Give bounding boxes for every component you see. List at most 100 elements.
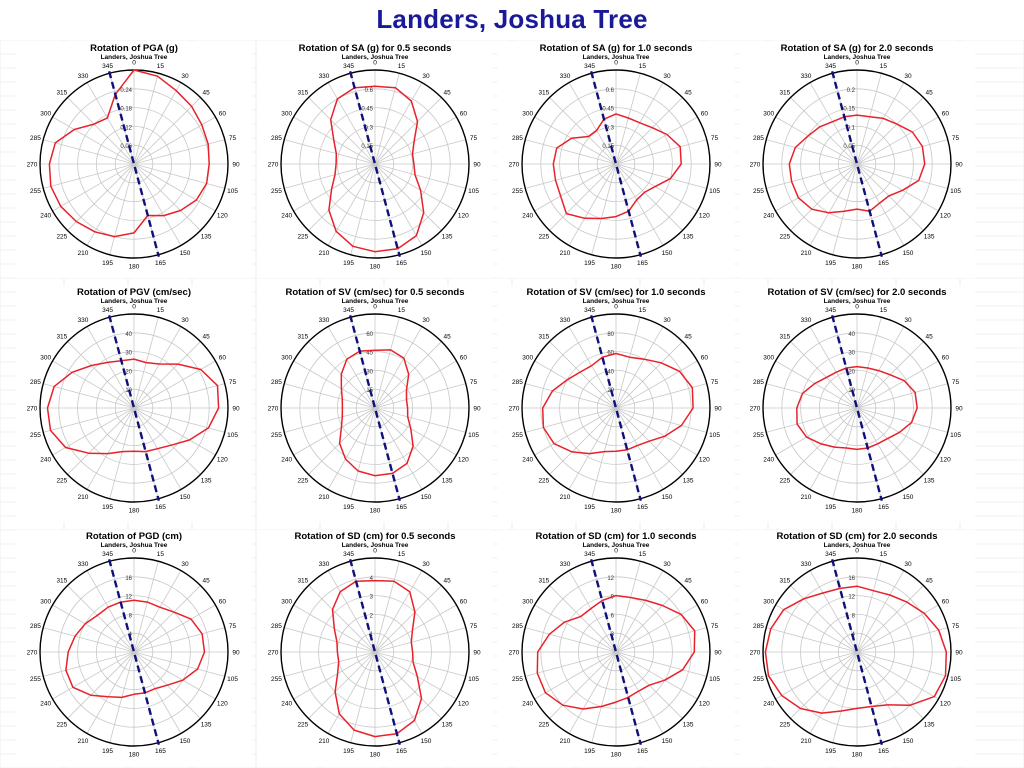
spoke-line (856, 651, 939, 700)
angle-label: 285 (512, 379, 523, 386)
spoke-line (133, 627, 225, 653)
spoke-line (856, 116, 939, 165)
outer-circle (280, 557, 470, 747)
spoke-line (615, 139, 707, 165)
angle-label: 255 (753, 188, 764, 195)
angle-label: 30 (663, 73, 671, 80)
angle-label: 225 (297, 478, 308, 485)
radial-tick-label: 6 (611, 613, 615, 619)
angle-label: 150 (180, 494, 191, 501)
angle-label: 180 (852, 752, 863, 759)
angle-label: 0 (132, 304, 136, 311)
angle-label: 60 (460, 111, 468, 118)
spoke-line (133, 97, 201, 165)
ring-circle (837, 632, 877, 672)
ring-circle (800, 351, 914, 465)
angle-label: 315 (779, 89, 790, 96)
angle-label: 330 (801, 561, 812, 568)
radial-tick-label: 45 (366, 351, 373, 357)
angle-label: 75 (952, 623, 960, 630)
angle-label: 285 (753, 135, 764, 142)
angle-label: 285 (271, 135, 282, 142)
spoke-line (109, 407, 135, 499)
ring-circle (540, 332, 692, 484)
angle-label: 300 (522, 599, 533, 606)
radial-tick-label: 20 (125, 369, 132, 375)
spoke-line (374, 585, 442, 653)
spoke-line (133, 163, 182, 246)
radial-tick-label: 16 (125, 576, 132, 582)
rotation-trace (48, 69, 210, 238)
spoke-line (591, 163, 617, 255)
spoke-line (549, 407, 617, 475)
spoke-line (293, 407, 376, 456)
spoke-line (615, 360, 698, 409)
page-title: Landers, Joshua Tree (376, 4, 648, 34)
spoke-line (327, 326, 376, 409)
spoke-line (534, 360, 617, 409)
spoke-line (766, 383, 858, 409)
spoke-line (856, 407, 939, 456)
angle-label: 120 (940, 457, 951, 464)
angle-label: 270 (750, 162, 761, 169)
ring-circle (578, 369, 655, 446)
strike-dashed-line (830, 314, 884, 502)
ring-circle (837, 388, 877, 428)
angle-label: 180 (129, 508, 140, 515)
angle-label: 195 (102, 504, 113, 511)
spoke-line (284, 407, 376, 433)
spoke-line (284, 383, 376, 409)
spoke-line (766, 163, 858, 189)
spoke-line (133, 570, 182, 653)
chart-subtitle: Landers, Joshua Tree (342, 542, 409, 549)
spoke-line (775, 116, 858, 165)
angle-label: 315 (56, 89, 67, 96)
angle-label: 165 (155, 260, 166, 267)
angle-label: 105 (468, 188, 479, 195)
spoke-line (856, 561, 882, 653)
radial-tick-label: 0.24 (120, 88, 132, 94)
spoke-line (350, 651, 376, 743)
spoke-line (549, 97, 617, 165)
spoke-line (790, 163, 858, 231)
spoke-line (549, 651, 617, 719)
angle-label: 60 (942, 599, 950, 606)
angle-label: 330 (560, 73, 571, 80)
spoke-line (790, 341, 858, 409)
spoke-line (615, 604, 698, 653)
spoke-line (534, 116, 617, 165)
angle-label: 75 (711, 623, 719, 630)
ring-circle (318, 107, 432, 221)
angle-label: 255 (271, 432, 282, 439)
angle-label: 315 (56, 577, 67, 584)
angle-label: 90 (473, 162, 481, 169)
polar-chart-5: 1020304001530456075901051201351501651801… (16, 286, 252, 522)
angle-label: 45 (926, 577, 934, 584)
angle-label: 180 (611, 508, 622, 515)
spoke-line (43, 383, 135, 409)
angle-label: 195 (343, 748, 354, 755)
spoke-line (856, 82, 905, 165)
ring-circle (96, 614, 172, 691)
ring-circle (596, 388, 636, 428)
outer-circle (521, 313, 711, 503)
ring-circle (355, 388, 395, 428)
angle-label: 315 (538, 333, 549, 340)
angle-label: 30 (181, 561, 189, 568)
angle-label: 45 (926, 89, 934, 96)
angle-label: 120 (699, 457, 710, 464)
angle-label: 210 (801, 738, 812, 745)
outer-circle (521, 557, 711, 747)
angle-label: 270 (509, 650, 520, 657)
radial-tick-label: 60 (607, 351, 614, 357)
angle-label: 345 (825, 307, 836, 314)
ring-circle (559, 351, 673, 465)
angle-label: 225 (56, 234, 67, 241)
spoke-line (133, 139, 225, 165)
spoke-line (43, 627, 135, 653)
angle-label: 240 (763, 213, 774, 220)
spoke-line (615, 163, 707, 189)
spoke-line (308, 407, 376, 475)
angle-label: 135 (442, 478, 453, 485)
spoke-line (374, 82, 423, 165)
